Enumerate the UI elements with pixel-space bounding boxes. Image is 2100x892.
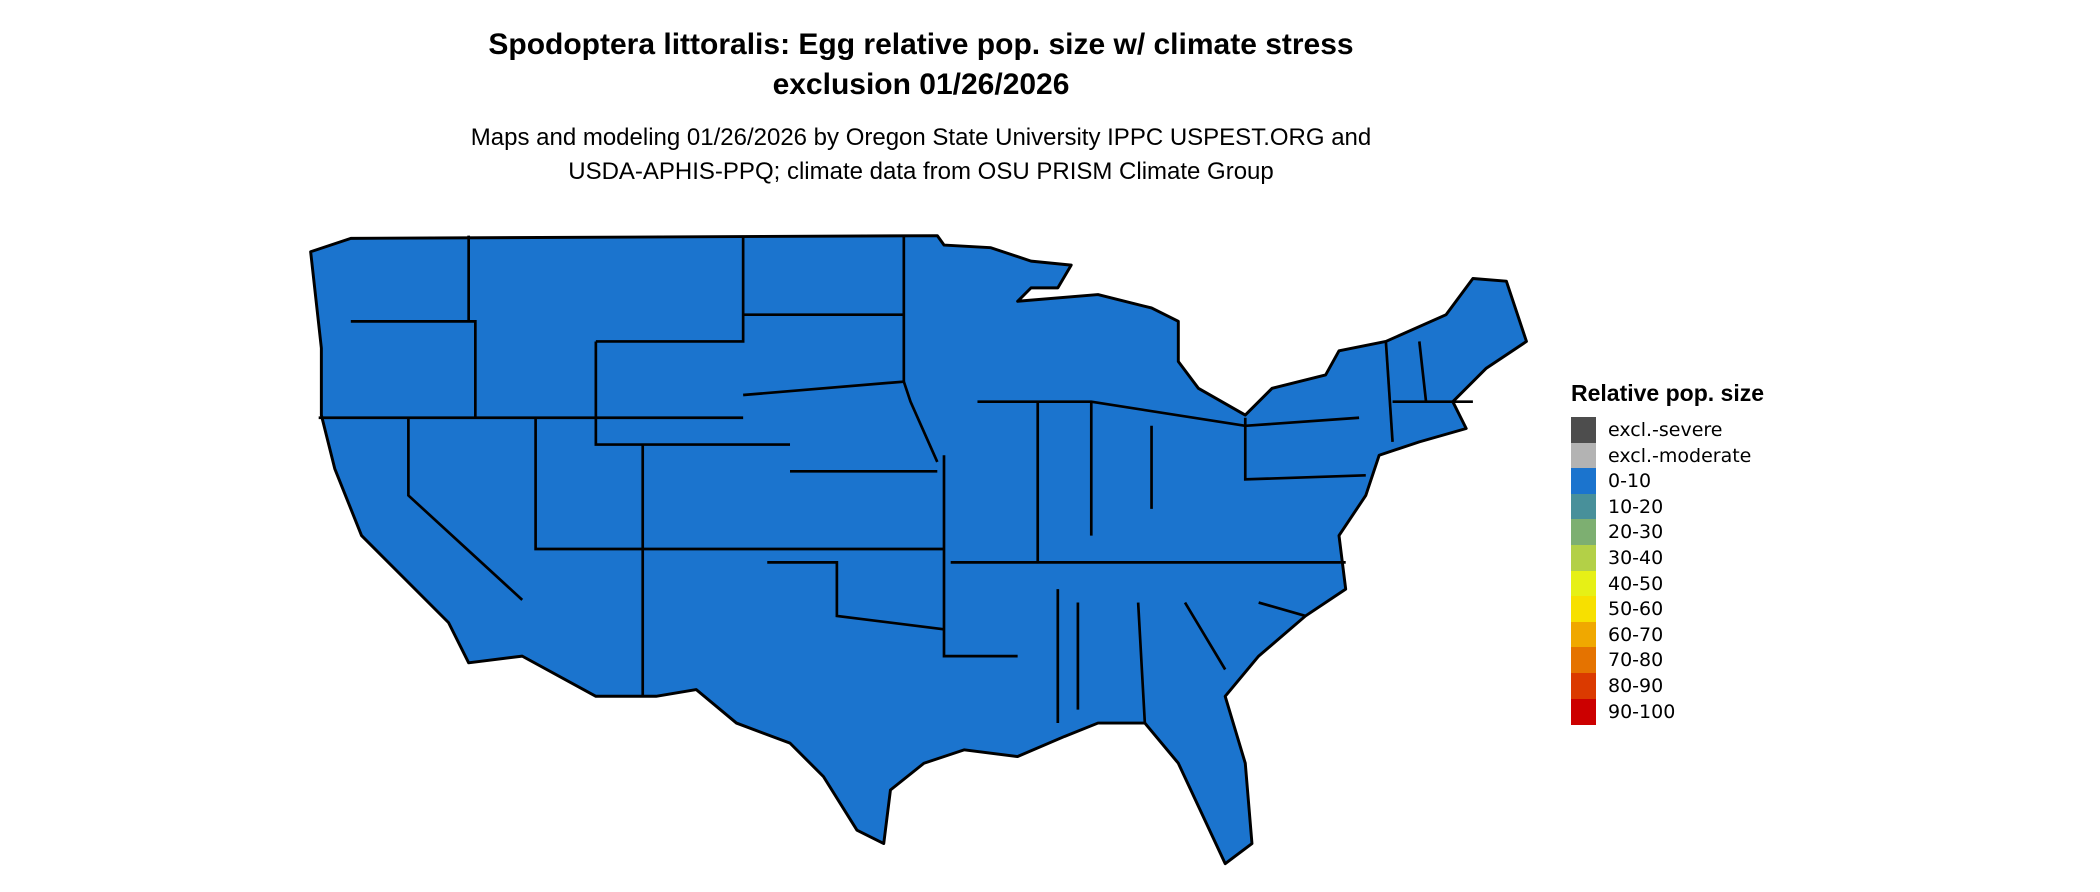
legend-swatch (1571, 621, 1596, 648)
legend-label: 30-40 (1608, 547, 1664, 569)
legend-label: 20-30 (1608, 521, 1664, 544)
legend-swatch (1571, 442, 1596, 469)
legend-label: 60-70 (1608, 623, 1664, 646)
legend-swatch (1571, 545, 1596, 571)
legend-label: excl.-severe (1608, 419, 1723, 441)
legend-swatch (1571, 468, 1596, 495)
legend-title: Relative pop. size (1571, 380, 1765, 406)
subtitle-line-1: Maps and modeling 01/26/2026 by Oregon S… (470, 124, 1372, 151)
legend-label: 70-80 (1608, 649, 1664, 672)
legend-label: excl.-moderate (1608, 444, 1752, 467)
legend-swatch (1571, 417, 1596, 443)
legend-swatch (1571, 596, 1596, 623)
title-line-2: exclusion 01/26/2026 (772, 68, 1070, 101)
subtitle-line-2: USDA-APHIS-PPQ; climate data from OSU PR… (568, 158, 1274, 185)
legend-swatch (1571, 493, 1596, 520)
title-line-1: Spodoptera littoralis: Egg relative pop.… (488, 28, 1354, 61)
state-boundaries (318, 235, 1473, 724)
legend-swatch (1571, 673, 1596, 699)
legend-swatch (1571, 570, 1596, 597)
legend-label: 50-60 (1608, 598, 1664, 621)
legend-swatch (1571, 698, 1596, 725)
legend-label: 90-100 (1608, 700, 1676, 723)
legend-swatch (1571, 647, 1596, 674)
legend-swatch (1571, 519, 1596, 546)
legend-label: 40-50 (1608, 572, 1664, 595)
legend-label: 0-10 (1608, 470, 1652, 493)
legend-label: 10-20 (1608, 495, 1664, 518)
legend-label: 80-90 (1608, 675, 1664, 697)
